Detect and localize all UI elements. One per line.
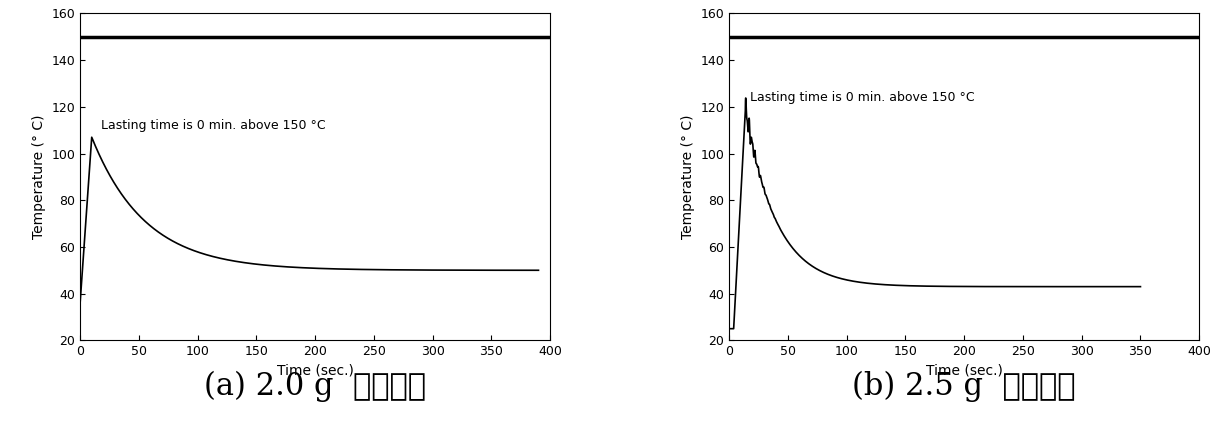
Text: (a) 2.0 g  固体材料: (a) 2.0 g 固体材料	[204, 371, 426, 402]
X-axis label: Time (sec.): Time (sec.)	[926, 364, 1002, 378]
X-axis label: Time (sec.): Time (sec.)	[277, 364, 353, 378]
Y-axis label: Temperature (° C): Temperature (° C)	[680, 114, 695, 239]
Text: Lasting time is 0 min. above 150 °C: Lasting time is 0 min. above 150 °C	[750, 91, 974, 104]
Text: (b) 2.5 g  固体材料: (b) 2.5 g 固体材料	[852, 371, 1076, 402]
Y-axis label: Temperature (° C): Temperature (° C)	[32, 114, 46, 239]
Text: Lasting time is 0 min. above 150 °C: Lasting time is 0 min. above 150 °C	[101, 119, 326, 132]
